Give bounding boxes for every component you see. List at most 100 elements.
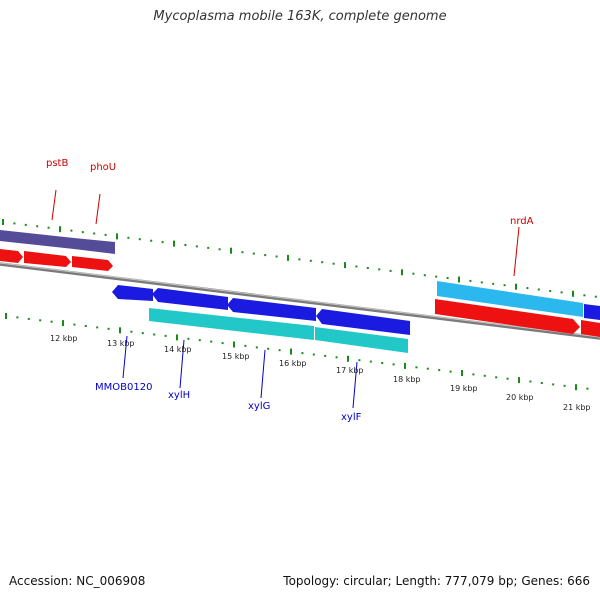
upper-track-minor-tick (594, 295, 597, 298)
lower-track-major-tick (461, 370, 463, 376)
upper-track-minor-tick (138, 238, 141, 241)
lower-track-minor-tick (529, 380, 532, 383)
gene-label-xylH[interactable]: xylH (168, 390, 190, 401)
upper-track-minor-tick (104, 233, 107, 236)
upper-track-minor-tick (184, 244, 187, 246)
upper-track-minor-tick (218, 248, 221, 251)
gene-label-nrdA[interactable]: nrdA (510, 216, 534, 227)
genome-backbone (0, 262, 600, 340)
lower-track-minor-tick (84, 325, 87, 327)
upper-track-minor-tick (70, 229, 73, 232)
lower-track-minor-tick (586, 387, 589, 390)
gene-purple-1[interactable] (0, 230, 74, 249)
upper-track-major-tick (401, 269, 403, 276)
gene-label-pstB[interactable]: pstB (46, 158, 68, 169)
upper-track-minor-tick (366, 267, 369, 269)
gene-label-phoU[interactable]: phoU (90, 162, 116, 173)
gene-teal-2[interactable] (315, 327, 408, 353)
lower-track-minor-tick (96, 326, 99, 329)
upper-track-minor-tick (378, 268, 381, 271)
lower-track-minor-tick (73, 323, 76, 326)
gene-blue-1[interactable] (112, 285, 153, 301)
gene-red-3[interactable] (72, 256, 113, 271)
upper-track-minor-tick (389, 269, 392, 272)
lower-track-minor-tick (324, 354, 327, 357)
kbp-label-18: 18 kbp (393, 375, 421, 384)
lower-track-minor-tick (267, 347, 270, 350)
map-title: Mycoplasma mobile 163K, complete genome (153, 9, 447, 24)
gene-label-MMOB0120[interactable]: MMOB0120 (95, 382, 152, 393)
upper-track-minor-tick (549, 290, 552, 292)
upper-track-minor-tick (36, 225, 39, 228)
upper-track-minor-tick (526, 287, 529, 290)
upper-track-major-tick (344, 262, 346, 269)
lower-track-minor-tick (369, 360, 372, 363)
gene-red-5[interactable] (581, 320, 600, 337)
lower-track-minor-tick (198, 339, 201, 342)
gene-cyan-1[interactable] (437, 281, 583, 317)
lower-track-minor-tick (472, 373, 475, 376)
lower-track-minor-tick (187, 337, 190, 340)
lower-track-minor-tick (255, 346, 258, 349)
lower-track-major-tick (233, 341, 235, 348)
gene-label-xylF[interactable]: xylF (341, 412, 362, 423)
gene-blue-2[interactable] (152, 288, 228, 310)
upper-track-minor-tick (355, 265, 358, 268)
upper-track-major-tick (116, 233, 118, 240)
lower-track-major-tick (176, 334, 178, 341)
gene-purple-2[interactable] (74, 238, 115, 254)
lower-track-major-tick (62, 320, 64, 327)
upper-track-minor-tick (93, 232, 96, 235)
gene-red-2[interactable] (24, 251, 71, 267)
gene-teal-1[interactable] (149, 308, 314, 340)
gene-blue-edge[interactable] (584, 304, 600, 320)
lower-track-minor-tick (312, 353, 315, 356)
upper-track-minor-tick (81, 231, 84, 234)
lower-track-minor-tick (483, 374, 486, 377)
gene-blue-3[interactable] (227, 298, 316, 321)
lower-track-minor-tick (449, 370, 452, 373)
gene-red-4[interactable] (435, 299, 580, 334)
kbp-label-20: 20 kbp (506, 393, 534, 402)
upper-track-major-tick (515, 283, 517, 290)
upper-track-minor-tick (560, 291, 563, 294)
upper-track-minor-tick (309, 259, 312, 262)
gene-blue-4[interactable] (316, 309, 410, 335)
lower-track-minor-tick (153, 333, 156, 336)
upper-track-minor-tick (241, 251, 244, 254)
lower-track-minor-tick (438, 369, 441, 372)
lower-track-minor-tick (335, 356, 338, 359)
upper-track-minor-tick (537, 288, 540, 291)
lower-track-major-tick (404, 362, 406, 369)
upper-track-minor-tick (24, 223, 27, 226)
gene-label-xylG[interactable]: xylG (248, 401, 270, 412)
upper-track-minor-tick (492, 282, 495, 285)
lower-track-major-tick (290, 348, 292, 355)
lower-track-minor-tick (244, 344, 247, 347)
upper-track-minor-tick (127, 236, 130, 239)
upper-track-minor-tick (583, 294, 586, 297)
lower-track-minor-tick (552, 383, 555, 386)
lower-track-minor-tick (16, 316, 19, 319)
lower-track-major-tick (119, 327, 121, 334)
upper-track-minor-tick (275, 255, 278, 258)
upper-track-minor-tick (423, 274, 426, 277)
lower-track-minor-tick (278, 349, 281, 352)
upper-track-minor-tick (469, 279, 472, 282)
gene-red-1[interactable] (0, 249, 23, 263)
genome-backbone-highlight (0, 262, 600, 338)
kbp-label-21: 21 kbp (563, 403, 591, 412)
lower-track-major-tick (575, 384, 577, 391)
kbp-label-17: 17 kbp (336, 366, 364, 375)
lower-track-minor-tick (381, 362, 384, 364)
upper-track-minor-tick (150, 239, 153, 242)
lower-track-minor-tick (130, 330, 133, 333)
lower-track-minor-tick (358, 359, 361, 362)
lower-track-minor-tick (107, 327, 110, 330)
upper-track-minor-tick (298, 258, 301, 261)
lower-track-minor-tick (301, 352, 304, 355)
lower-track-minor-tick (221, 342, 224, 345)
lower-track-minor-tick (392, 363, 395, 366)
upper-track-major-tick (2, 219, 4, 225)
